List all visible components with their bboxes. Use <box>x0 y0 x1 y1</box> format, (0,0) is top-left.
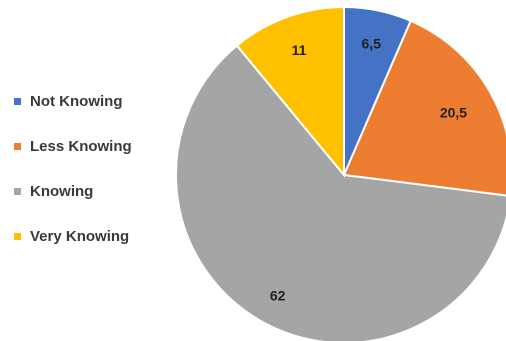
data-label-knowing: 62 <box>270 288 286 304</box>
legend-label-knowing: Knowing <box>30 183 94 200</box>
pie-slice-less-knowing <box>342 19 506 197</box>
legend-item-not-knowing: Not Knowing <box>14 92 132 111</box>
legend-label-less-knowing: Less Knowing <box>30 138 132 155</box>
legend-swatch-not-knowing <box>14 98 21 105</box>
legend-item-knowing: Knowing <box>14 182 132 201</box>
data-label-very-knowing: 11 <box>292 42 307 58</box>
legend-item-less-knowing: Less Knowing <box>14 137 132 156</box>
data-label-not-knowing: 6,5 <box>362 35 382 51</box>
pie-slice-knowing <box>175 44 506 341</box>
legend-label-very-knowing: Very Knowing <box>30 228 130 245</box>
legend-swatch-less-knowing <box>14 143 21 150</box>
pie-slice-very-knowing <box>235 5 345 178</box>
legend-swatch-knowing <box>14 188 21 195</box>
legend-swatch-very-knowing <box>14 233 21 240</box>
legend-label-not-knowing: Not Knowing <box>30 93 123 110</box>
chart-legend: Not Knowing Less Knowing Knowing Very Kn… <box>14 92 132 246</box>
legend-item-very-knowing: Very Knowing <box>14 227 132 246</box>
data-label-less-knowing: 20,5 <box>440 105 467 121</box>
